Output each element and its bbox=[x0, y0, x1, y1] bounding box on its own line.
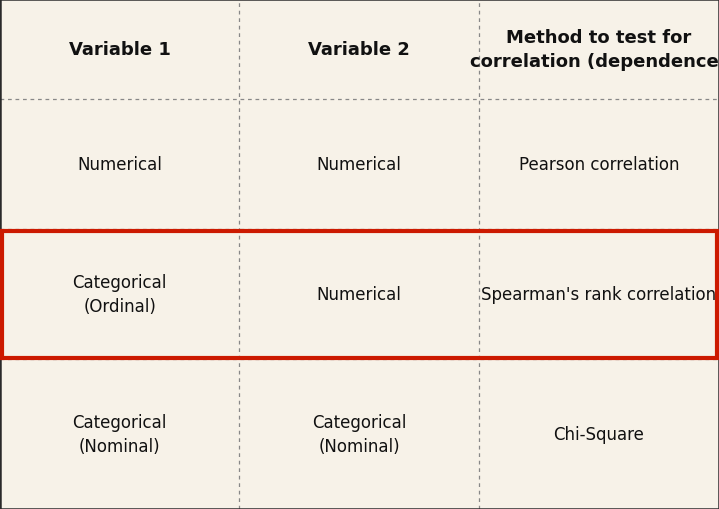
Text: Numerical: Numerical bbox=[316, 286, 402, 303]
Text: Variable 1: Variable 1 bbox=[69, 41, 170, 59]
Text: Pearson correlation: Pearson correlation bbox=[518, 156, 679, 174]
Bar bbox=[2, 231, 717, 358]
Text: Spearman's rank correlation: Spearman's rank correlation bbox=[481, 286, 717, 303]
Text: Numerical: Numerical bbox=[77, 156, 162, 174]
Text: Categorical
(Nominal): Categorical (Nominal) bbox=[73, 413, 167, 455]
Text: Method to test for
correlation (dependence): Method to test for correlation (dependen… bbox=[470, 29, 719, 71]
Text: Variable 2: Variable 2 bbox=[308, 41, 410, 59]
Text: Numerical: Numerical bbox=[316, 156, 402, 174]
Text: Categorical
(Ordinal): Categorical (Ordinal) bbox=[73, 274, 167, 315]
Text: Chi-Square: Chi-Square bbox=[554, 425, 644, 443]
Text: Categorical
(Nominal): Categorical (Nominal) bbox=[312, 413, 406, 455]
